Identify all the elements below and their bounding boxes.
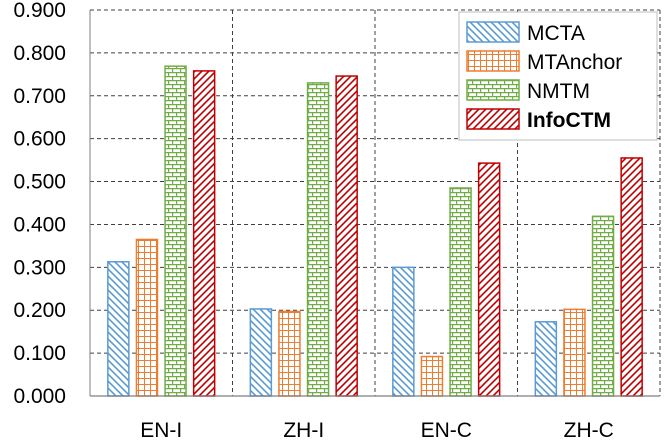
x-tick-label: ZH-I (283, 419, 324, 442)
bar-mtanchor-zh-c (563, 308, 586, 397)
bars-layer (90, 65, 660, 397)
x-tick-label: EN-C (421, 419, 472, 442)
legend-swatch-infoctm (466, 108, 520, 130)
bar-nmtm-zh-i (306, 82, 330, 397)
bar-nmtm-en-i (164, 65, 187, 397)
legend-label-infoctm: InfoCTM (527, 109, 611, 132)
y-tick-label: 0.200 (13, 299, 66, 322)
y-tick-label: 0.600 (13, 128, 66, 151)
legend-swatch-mtanchor (466, 50, 520, 72)
bar-infoctm-en-i (192, 70, 216, 397)
bar-mtanchor-en-c (420, 355, 444, 397)
bar-nmtm-en-c (449, 187, 472, 397)
legend-label-mtanchor: MTAnchor (527, 51, 622, 74)
bar-infoctm-zh-i (335, 75, 358, 397)
bar-mcta-zh-c (534, 321, 558, 397)
y-tick-label: 0.000 (13, 385, 66, 408)
y-tick-label: 0.700 (13, 85, 66, 108)
legend: MCTA MTAnchor NMTM InfoCTM (458, 11, 658, 141)
y-tick-label: 0.900 (13, 0, 66, 22)
bar-nmtm-zh-c (591, 215, 615, 397)
bar-mtanchor-en-i (135, 238, 159, 397)
y-tick-label: 0.800 (13, 42, 66, 65)
y-tick-label: 0.100 (13, 342, 66, 365)
legend-swatch-mcta (466, 21, 520, 43)
x-axis-labels: EN-I ZH-I EN-C ZH-C (140, 419, 614, 442)
legend-label-nmtm: NMTM (527, 80, 590, 103)
y-axis-ticks: 0.000 0.100 0.200 0.300 0.400 0.500 0.600 0.700… (13, 0, 66, 408)
legend-swatch-nmtm (466, 79, 520, 101)
bar-mcta-zh-i (249, 308, 273, 397)
bar-mcta-en-c (392, 266, 415, 397)
bar-mtanchor-zh-i (278, 310, 301, 397)
bar-mcta-en-i (107, 261, 130, 397)
legend-label-mcta: MCTA (527, 22, 585, 45)
x-tick-label: EN-I (140, 419, 182, 442)
y-tick-label: 0.400 (13, 213, 66, 236)
x-tick-label: ZH-C (564, 419, 614, 442)
bar-infoctm-en-c (477, 162, 501, 397)
y-tick-label: 0.300 (13, 256, 66, 279)
y-tick-label: 0.500 (13, 171, 66, 194)
bar-infoctm-zh-c (620, 157, 643, 397)
